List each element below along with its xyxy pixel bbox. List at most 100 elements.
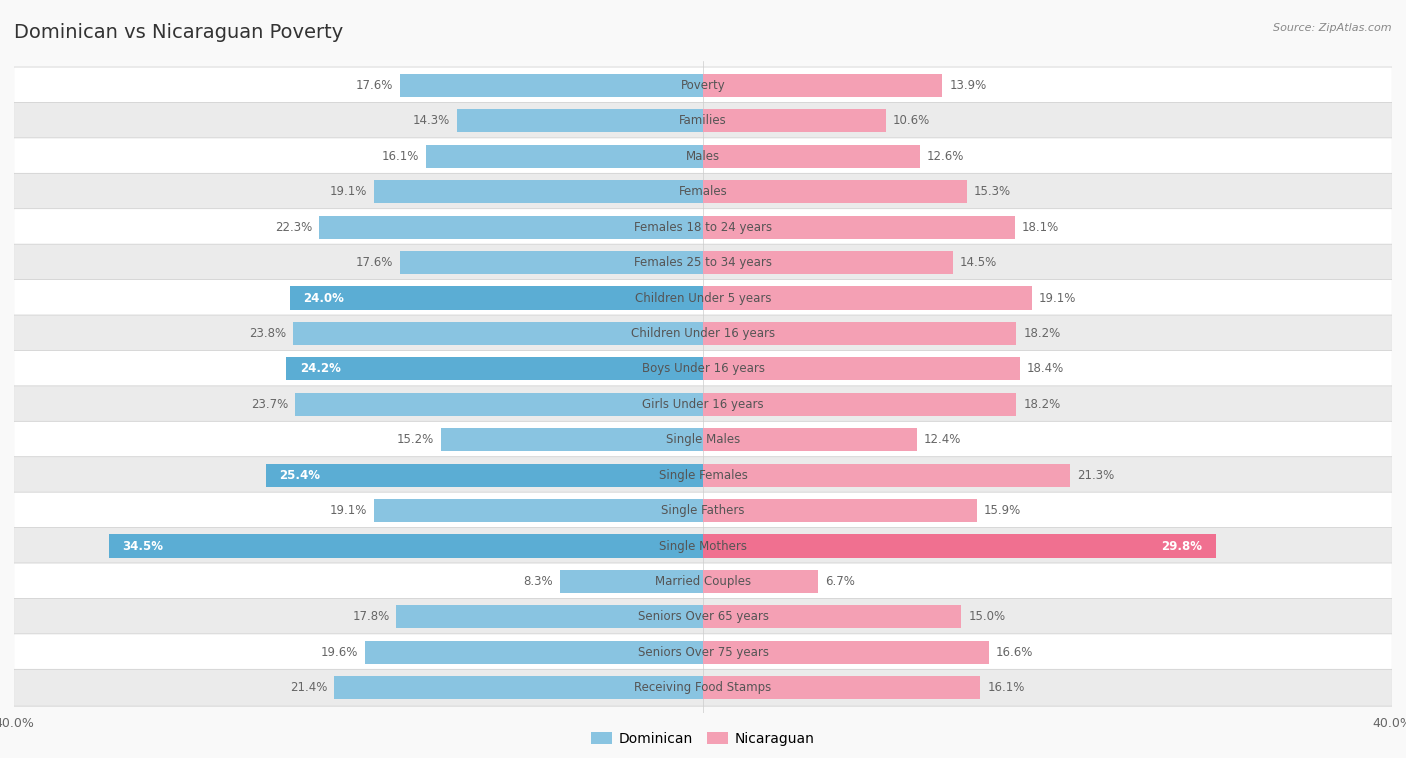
Text: Single Females: Single Females (658, 468, 748, 481)
Bar (703, 109, 886, 133)
FancyBboxPatch shape (14, 634, 1392, 671)
FancyBboxPatch shape (14, 350, 1392, 387)
Bar (703, 393, 1017, 416)
Bar (703, 464, 1070, 487)
Text: 24.0%: 24.0% (304, 292, 344, 305)
FancyBboxPatch shape (14, 208, 1392, 246)
Text: 18.4%: 18.4% (1026, 362, 1064, 375)
Bar (703, 606, 962, 628)
Text: Children Under 5 years: Children Under 5 years (634, 292, 772, 305)
Bar (457, 109, 703, 133)
Bar (366, 641, 703, 664)
Text: Single Fathers: Single Fathers (661, 504, 745, 517)
Text: Families: Families (679, 114, 727, 127)
Text: Children Under 16 years: Children Under 16 years (631, 327, 775, 340)
Bar (396, 606, 703, 628)
Text: 16.1%: 16.1% (987, 681, 1025, 694)
FancyBboxPatch shape (14, 563, 1392, 600)
Bar (703, 428, 917, 451)
Bar (399, 74, 703, 97)
Text: Receiving Food Stamps: Receiving Food Stamps (634, 681, 772, 694)
FancyBboxPatch shape (14, 492, 1392, 529)
Text: 6.7%: 6.7% (825, 575, 855, 588)
Text: 18.2%: 18.2% (1024, 327, 1060, 340)
FancyBboxPatch shape (14, 457, 1392, 493)
Text: Married Couples: Married Couples (655, 575, 751, 588)
Text: Boys Under 16 years: Boys Under 16 years (641, 362, 765, 375)
Text: 16.6%: 16.6% (995, 646, 1033, 659)
Text: 15.2%: 15.2% (396, 434, 434, 446)
Text: 23.8%: 23.8% (249, 327, 287, 340)
Text: Source: ZipAtlas.com: Source: ZipAtlas.com (1274, 23, 1392, 33)
Text: 22.3%: 22.3% (274, 221, 312, 233)
Text: 19.1%: 19.1% (330, 504, 367, 517)
FancyBboxPatch shape (14, 244, 1392, 281)
Text: 17.8%: 17.8% (353, 610, 389, 623)
Text: 10.6%: 10.6% (893, 114, 929, 127)
Text: 21.4%: 21.4% (290, 681, 328, 694)
Legend: Dominican, Nicaraguan: Dominican, Nicaraguan (586, 726, 820, 751)
Bar (426, 145, 703, 168)
Bar (399, 251, 703, 274)
FancyBboxPatch shape (14, 280, 1392, 316)
Bar (374, 499, 703, 522)
Bar (703, 676, 980, 699)
Bar (703, 534, 1216, 558)
Text: Seniors Over 65 years: Seniors Over 65 years (637, 610, 769, 623)
FancyBboxPatch shape (14, 528, 1392, 565)
Bar (292, 322, 703, 345)
Text: 24.2%: 24.2% (299, 362, 340, 375)
Text: Females 18 to 24 years: Females 18 to 24 years (634, 221, 772, 233)
Bar (703, 287, 1032, 309)
FancyBboxPatch shape (14, 102, 1392, 139)
Text: Females: Females (679, 185, 727, 199)
Bar (319, 215, 703, 239)
Bar (295, 393, 703, 416)
FancyBboxPatch shape (14, 669, 1392, 706)
Text: 14.5%: 14.5% (960, 256, 997, 269)
Text: 34.5%: 34.5% (122, 540, 163, 553)
Text: 19.6%: 19.6% (321, 646, 359, 659)
Text: 8.3%: 8.3% (523, 575, 553, 588)
Bar (703, 74, 942, 97)
Bar (703, 251, 953, 274)
Text: 23.7%: 23.7% (250, 398, 288, 411)
Text: 19.1%: 19.1% (330, 185, 367, 199)
Bar (703, 499, 977, 522)
Bar (560, 570, 703, 593)
Bar (703, 215, 1015, 239)
Text: 25.4%: 25.4% (280, 468, 321, 481)
Text: 15.9%: 15.9% (984, 504, 1021, 517)
FancyBboxPatch shape (14, 138, 1392, 174)
FancyBboxPatch shape (14, 421, 1392, 458)
Bar (703, 357, 1019, 381)
Text: 29.8%: 29.8% (1161, 540, 1202, 553)
Text: 18.2%: 18.2% (1024, 398, 1060, 411)
Bar (266, 464, 703, 487)
Bar (703, 641, 988, 664)
Text: 21.3%: 21.3% (1077, 468, 1114, 481)
Bar (287, 357, 703, 381)
Text: 18.1%: 18.1% (1022, 221, 1059, 233)
Bar (441, 428, 703, 451)
Bar (703, 570, 818, 593)
Bar (290, 287, 703, 309)
Bar (703, 180, 966, 203)
Text: 17.6%: 17.6% (356, 79, 392, 92)
Text: 14.3%: 14.3% (412, 114, 450, 127)
Text: 16.1%: 16.1% (381, 150, 419, 163)
Text: Seniors Over 75 years: Seniors Over 75 years (637, 646, 769, 659)
Text: 13.9%: 13.9% (949, 79, 987, 92)
Bar (335, 676, 703, 699)
FancyBboxPatch shape (14, 315, 1392, 352)
Text: Males: Males (686, 150, 720, 163)
Text: 19.1%: 19.1% (1039, 292, 1076, 305)
Bar (374, 180, 703, 203)
Text: Single Mothers: Single Mothers (659, 540, 747, 553)
Text: Dominican vs Nicaraguan Poverty: Dominican vs Nicaraguan Poverty (14, 23, 343, 42)
Text: Girls Under 16 years: Girls Under 16 years (643, 398, 763, 411)
Text: 15.0%: 15.0% (969, 610, 1005, 623)
FancyBboxPatch shape (14, 67, 1392, 104)
FancyBboxPatch shape (14, 174, 1392, 210)
FancyBboxPatch shape (14, 386, 1392, 423)
